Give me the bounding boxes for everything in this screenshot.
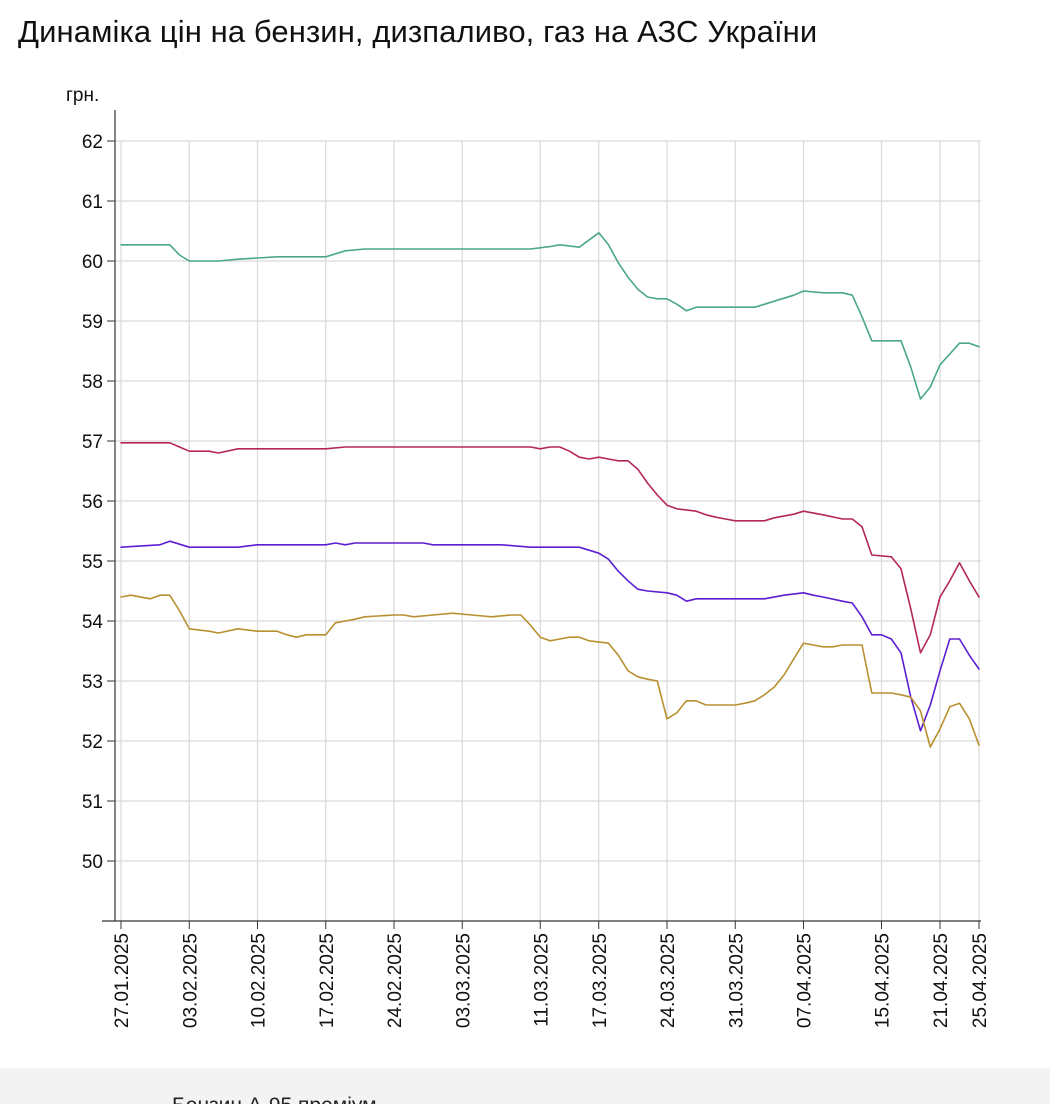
y-tick-label: 56 bbox=[82, 492, 103, 513]
x-tick-label: 15.04.2025 bbox=[873, 933, 894, 1028]
series-line-1 bbox=[120, 232, 980, 400]
price-line-chart: 50 51 52 53 54 55 56 57 58 59 60 61 62 27.01.2025 03.0… bbox=[66, 85, 991, 1028]
x-tick-label: 03.02.2025 bbox=[180, 933, 201, 1028]
x-tick-label: 17.02.2025 bbox=[317, 933, 338, 1028]
y-tick-label: 50 bbox=[82, 852, 103, 873]
x-tick-label: 21.04.2025 bbox=[931, 933, 952, 1028]
y-tick-label: 57 bbox=[82, 432, 103, 453]
y-tick-label: 60 bbox=[82, 252, 103, 273]
x-tick-label: 07.04.2025 bbox=[795, 933, 816, 1028]
x-tick-label: 24.02.2025 bbox=[385, 933, 406, 1028]
x-tick-label: 27.01.2025 bbox=[112, 933, 133, 1028]
series-line-3 bbox=[120, 540, 980, 732]
axes: 50 51 52 53 54 55 56 57 58 59 60 61 62 27.01.2025 03.0… bbox=[82, 110, 991, 1028]
x-tick-label: 25.04.2025 bbox=[970, 933, 991, 1028]
y-tick-label: 52 bbox=[82, 732, 103, 753]
x-tick-label: 24.03.2025 bbox=[658, 933, 679, 1028]
series-line-4 bbox=[120, 594, 980, 748]
legend-strip: Бензин А-95 преміум bbox=[0, 1068, 1050, 1104]
x-tick-label: 17.03.2025 bbox=[590, 933, 611, 1028]
y-tick-label: 51 bbox=[82, 792, 103, 813]
y-tick-label: 55 bbox=[82, 552, 103, 573]
y-tick-label: 54 bbox=[82, 612, 104, 633]
x-tick-label: 31.03.2025 bbox=[726, 933, 747, 1028]
y-tick-label: 59 bbox=[82, 312, 103, 333]
y-tick-label: 53 bbox=[82, 672, 103, 693]
grid-lines bbox=[115, 140, 981, 921]
x-tick-label: 03.03.2025 bbox=[453, 933, 474, 1028]
series-line-2 bbox=[120, 441, 980, 654]
y-tick-label: 58 bbox=[82, 372, 103, 393]
y-tick-label: 61 bbox=[82, 192, 103, 213]
x-tick-label: 10.02.2025 bbox=[249, 933, 270, 1028]
y-axis-unit-label: грн. bbox=[66, 85, 99, 106]
x-tick-label: 11.03.2025 bbox=[531, 933, 552, 1027]
y-tick-label: 62 bbox=[82, 132, 103, 153]
page-title: Динаміка цін на бензин, дизпаливо, газ н… bbox=[18, 14, 818, 49]
series-lines bbox=[120, 232, 980, 748]
legend-item-label: Бензин А-95 преміум bbox=[172, 1094, 377, 1104]
